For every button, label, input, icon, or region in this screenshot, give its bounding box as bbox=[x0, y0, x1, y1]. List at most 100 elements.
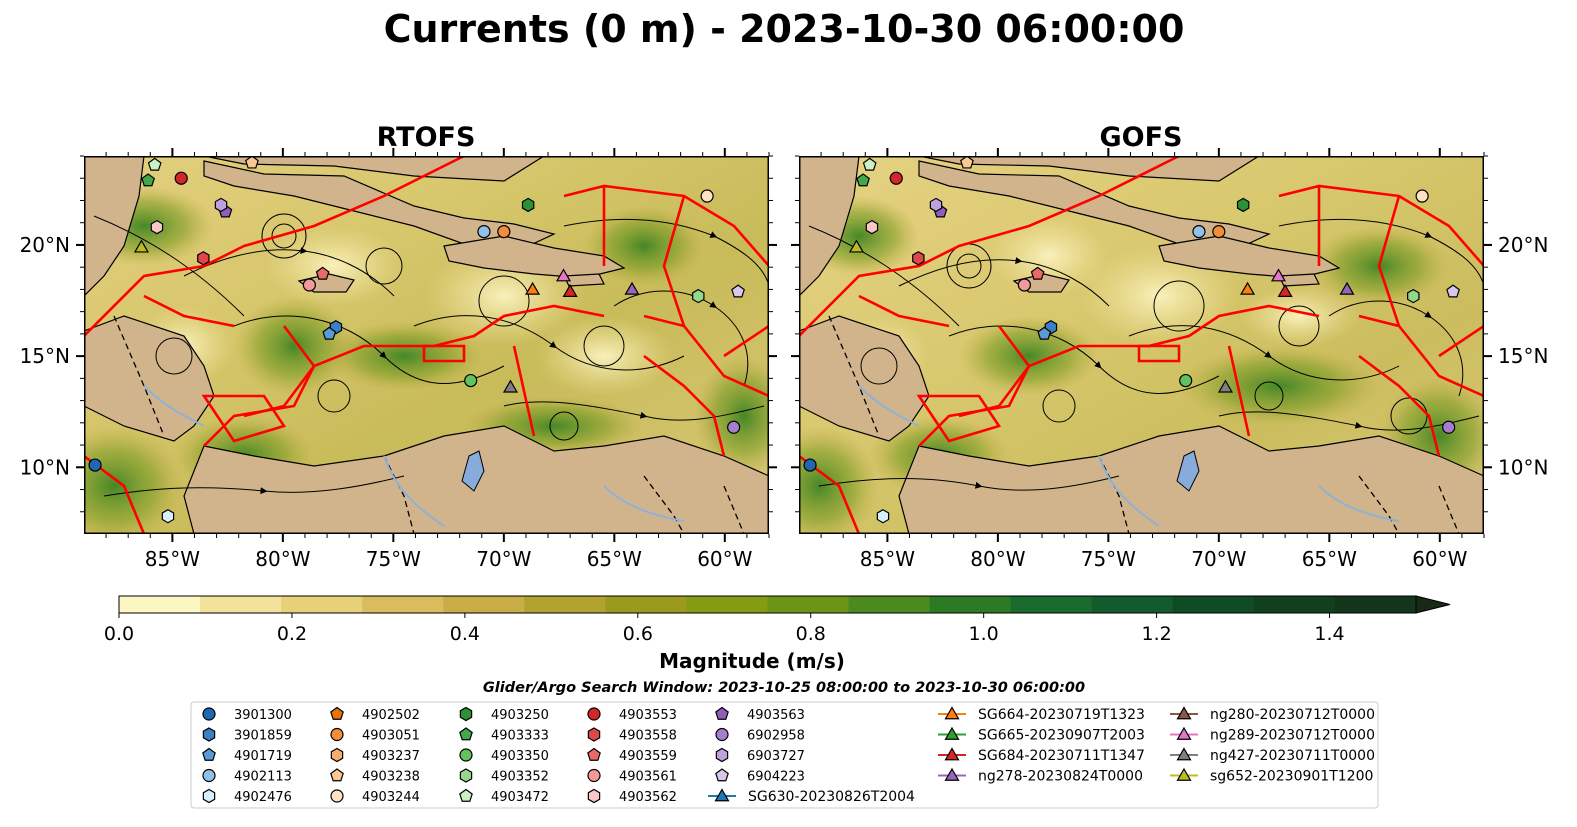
legend-label-4903250: 4903250 bbox=[491, 708, 549, 723]
legend-label-4901719: 4901719 bbox=[234, 749, 292, 764]
map-marker-6904223 bbox=[1446, 284, 1460, 298]
legend-label-4902476: 4902476 bbox=[234, 790, 292, 805]
panel-title-gofs: GOFS bbox=[1099, 122, 1182, 153]
lat-label: 10°N bbox=[20, 455, 70, 479]
legend-marker-sg684-20230711t1347 bbox=[944, 747, 960, 761]
land-yucatan bbox=[799, 156, 860, 297]
legend-label-4903559: 4903559 bbox=[619, 749, 677, 764]
colorbar-segment bbox=[524, 596, 606, 613]
lon-label: 80°W bbox=[970, 547, 1025, 571]
colorbar-ticks: 0.0 0.2 0.4 0.6 0.8 1.0 1.2 1.4 bbox=[104, 613, 1345, 645]
lake-maracaibo bbox=[461, 450, 485, 492]
colorbar-tick-label: 0.6 bbox=[623, 623, 653, 645]
legend-label-4903561: 4903561 bbox=[619, 770, 677, 785]
map-marker-3901300 bbox=[803, 458, 817, 472]
eez-boundaries bbox=[799, 156, 1484, 534]
map-marker-4903472 bbox=[147, 157, 162, 171]
legend-marker-4902113 bbox=[202, 768, 216, 783]
legend: 3901300 3901859 4901719 4902113 4902476 49025… bbox=[190, 701, 1379, 809]
map-marker-4903562 bbox=[865, 219, 879, 235]
country-borders bbox=[828, 315, 1460, 534]
legend-label-4903350: 4903350 bbox=[491, 749, 549, 764]
map-marker-4903562 bbox=[150, 219, 164, 235]
map-marker-4903333 bbox=[856, 173, 870, 187]
map-marker-4903244 bbox=[1415, 189, 1429, 203]
colorbar: 0.0 0.2 0.4 0.6 0.8 1.0 1.2 1.4 Magnitude (m/s) bbox=[104, 595, 1451, 673]
legend-marker-4903333 bbox=[459, 727, 473, 741]
legend-label-4902502: 4902502 bbox=[362, 708, 420, 723]
lon-label: 85°W bbox=[860, 547, 915, 571]
axis-ticks-rtofs: 85°W 80°W 75°W 70°W 65°W 60°W 20°N 15°N 10°N bbox=[20, 148, 777, 571]
lon-label: 60°W bbox=[697, 547, 752, 571]
legend-marker-4903244 bbox=[330, 789, 344, 803]
map-marker-sg664-20230719t1323 bbox=[525, 281, 541, 295]
map-marker-4903238 bbox=[245, 156, 259, 169]
colorbar-segment bbox=[605, 596, 688, 613]
legend-box bbox=[190, 701, 1379, 809]
map-marker-sg684-20230711t1347 bbox=[1277, 283, 1293, 297]
land-puerto-rico bbox=[563, 273, 605, 287]
colorbar-tick-label: 0.2 bbox=[277, 623, 307, 645]
colorbar-tick-label: 0.0 bbox=[104, 623, 134, 645]
lon-label: 65°W bbox=[1302, 547, 1357, 571]
map-marker-4903561 bbox=[302, 278, 316, 292]
rivers bbox=[143, 385, 685, 527]
lon-label: 75°W bbox=[366, 547, 421, 571]
legend-marker-6902958 bbox=[715, 727, 729, 742]
land-central-america bbox=[799, 315, 930, 442]
colorbar-segment bbox=[443, 596, 525, 613]
map-marker-6902958 bbox=[727, 420, 741, 434]
colorbar-tick-label: 1.4 bbox=[1314, 623, 1344, 645]
land-north-edge bbox=[918, 156, 1261, 182]
map-marker-sg684-20230711t1347 bbox=[562, 283, 578, 297]
map-marker-4903244 bbox=[700, 189, 714, 203]
legend-label-sg664-20230719t1323: SG664-20230719T1323 bbox=[978, 707, 1145, 723]
map-rtofs bbox=[84, 156, 769, 534]
map-marker-6903727 bbox=[214, 197, 228, 213]
colorbar-tick-label: 1.0 bbox=[969, 623, 999, 645]
legend-marker-4902476 bbox=[202, 788, 216, 804]
land-central-america bbox=[84, 315, 215, 442]
colorbar-tick-label: 0.4 bbox=[450, 623, 480, 645]
colorbar-segment bbox=[281, 596, 363, 613]
legend-label-3901859: 3901859 bbox=[234, 729, 292, 744]
map-marker-4903250 bbox=[521, 197, 535, 213]
lon-label: 70°W bbox=[1191, 547, 1246, 571]
lake-maracaibo bbox=[1176, 450, 1200, 492]
map-marker-6903727 bbox=[929, 197, 943, 213]
figure-title: Currents (0 m) - 2023-10-30 06:00:00 bbox=[384, 7, 1185, 51]
map-marker-4903561 bbox=[1017, 278, 1031, 292]
map-marker-6904223 bbox=[731, 284, 745, 298]
map-marker-4903559 bbox=[1030, 266, 1045, 280]
lon-label: 75°W bbox=[1081, 547, 1136, 571]
legend-marker-4903051 bbox=[330, 727, 344, 742]
map-gofs bbox=[799, 156, 1484, 534]
panel-title-rtofs: RTOFS bbox=[377, 122, 476, 153]
map-marker-ng278-20230824t0000 bbox=[624, 281, 640, 295]
colorbar-segment bbox=[1172, 596, 1255, 613]
legend-label-4903244: 4903244 bbox=[362, 790, 420, 805]
map-marker-sg652-20230901t1200 bbox=[133, 239, 149, 253]
legend-marker-sg664-20230719t1323 bbox=[944, 706, 960, 720]
map-marker-4902476 bbox=[876, 509, 890, 524]
legend-marker-4903559 bbox=[587, 747, 601, 761]
map-marker-3901300 bbox=[88, 458, 102, 472]
lat-label: 20°N bbox=[20, 233, 70, 257]
colorbar-segment bbox=[1334, 596, 1417, 613]
colorbar-segment bbox=[848, 596, 931, 613]
legend-marker-ng427-20230711t0000 bbox=[1176, 747, 1192, 761]
legend-label-4903553: 4903553 bbox=[619, 708, 677, 723]
legend-label-4903562: 4903562 bbox=[619, 790, 677, 805]
map-marker-ng289-20230712t0000 bbox=[1270, 268, 1287, 282]
legend-marker-4903350 bbox=[459, 748, 473, 762]
legend-marker-4903553 bbox=[587, 707, 601, 721]
colorbar-segment bbox=[1253, 596, 1336, 613]
legend-marker-4903472 bbox=[459, 788, 473, 802]
country-borders bbox=[113, 315, 745, 534]
colorbar-segment bbox=[929, 596, 1012, 613]
panel-rtofs: RTOFS bbox=[20, 122, 777, 571]
map-marker-4903352 bbox=[1407, 288, 1420, 304]
map-marker-ng427-20230711t0000 bbox=[502, 379, 519, 393]
legend-marker-6904223 bbox=[715, 768, 729, 782]
lon-label: 60°W bbox=[1412, 547, 1467, 571]
